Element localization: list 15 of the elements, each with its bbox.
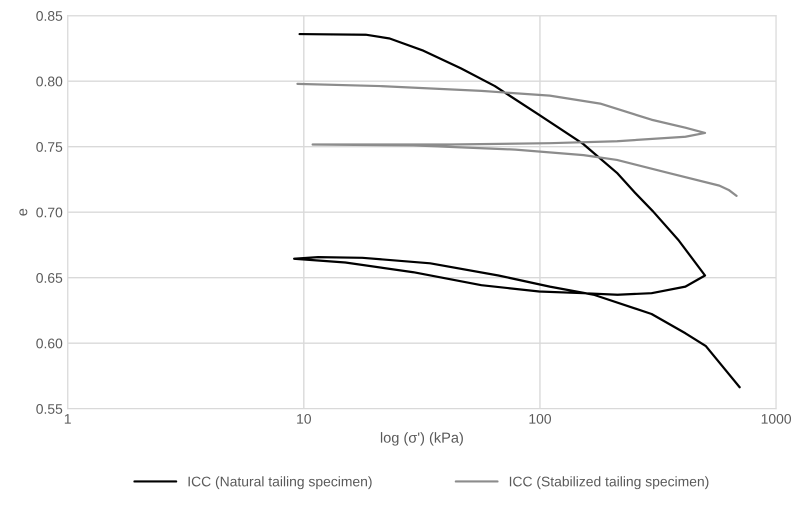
x-tick-label: 10 [297,414,311,424]
y-tick-label: 0.70 [36,208,62,218]
y-tick-label: 0.60 [36,338,62,348]
y-tick-label: 0.65 [36,273,62,283]
legend-label: ICC (Natural tailing specimen) [188,476,372,490]
y-tick-label: 0.80 [36,76,62,86]
y-tick-label: 0.55 [36,404,62,414]
y-tick-label: 0.85 [36,11,62,21]
legend-label: ICC (Stabilized tailing specimen) [510,476,708,490]
x-tick-label: 100 [529,414,551,424]
y-tick-label: 0.75 [36,142,62,152]
x-tick-label: 1 [64,414,71,424]
x-axis-title: log (σ') (kPa) [380,432,463,446]
y-axis-title: e [19,208,28,216]
x-tick-label: 1000 [762,414,792,424]
